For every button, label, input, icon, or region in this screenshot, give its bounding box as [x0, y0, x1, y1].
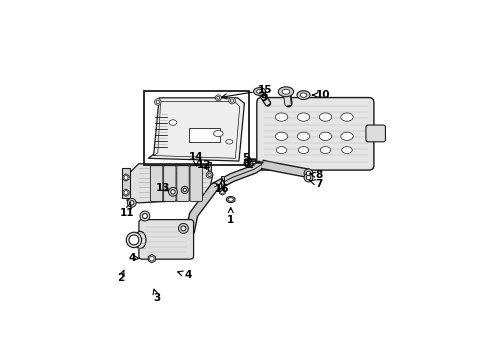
Circle shape [142, 213, 147, 218]
Text: 11: 11 [120, 203, 134, 218]
Text: 10: 10 [312, 90, 329, 100]
Circle shape [140, 211, 150, 221]
Circle shape [208, 173, 211, 176]
Ellipse shape [213, 131, 223, 137]
Ellipse shape [227, 198, 233, 201]
Text: 9: 9 [259, 93, 267, 103]
Ellipse shape [134, 231, 146, 248]
Ellipse shape [341, 147, 351, 154]
Bar [208, 162, 210, 175]
Circle shape [215, 95, 221, 101]
FancyBboxPatch shape [365, 125, 385, 142]
Polygon shape [148, 255, 155, 263]
FancyBboxPatch shape [177, 166, 189, 201]
Text: 7: 7 [309, 178, 322, 188]
FancyBboxPatch shape [190, 166, 202, 201]
Circle shape [168, 187, 177, 196]
Circle shape [206, 171, 212, 178]
Ellipse shape [340, 113, 352, 121]
Ellipse shape [256, 90, 262, 94]
Ellipse shape [169, 120, 177, 125]
FancyBboxPatch shape [150, 166, 163, 201]
Bar [144, 91, 248, 165]
Text: 16: 16 [215, 178, 229, 194]
Text: 6: 6 [242, 159, 252, 169]
Circle shape [183, 188, 186, 192]
Circle shape [126, 232, 141, 248]
Circle shape [178, 223, 188, 233]
Bar [249, 161, 255, 163]
Bar [189, 128, 219, 142]
Ellipse shape [318, 132, 331, 140]
Bar [121, 169, 130, 198]
Circle shape [303, 169, 312, 178]
Ellipse shape [282, 89, 289, 94]
Ellipse shape [298, 147, 308, 154]
Text: 5: 5 [242, 153, 252, 163]
Circle shape [228, 97, 235, 104]
Circle shape [303, 173, 312, 182]
Circle shape [181, 186, 188, 193]
Text: 3: 3 [152, 289, 160, 303]
Circle shape [230, 99, 233, 102]
Ellipse shape [318, 113, 331, 121]
Text: 8: 8 [309, 170, 322, 180]
Ellipse shape [297, 132, 309, 140]
FancyBboxPatch shape [138, 220, 193, 259]
Ellipse shape [226, 140, 232, 144]
Polygon shape [148, 98, 244, 161]
Circle shape [154, 99, 161, 105]
Circle shape [170, 190, 175, 194]
Polygon shape [127, 164, 212, 203]
Text: 12: 12 [197, 160, 211, 170]
Circle shape [149, 256, 154, 261]
Circle shape [156, 100, 159, 104]
Circle shape [216, 96, 219, 99]
FancyBboxPatch shape [163, 166, 176, 201]
Text: 13: 13 [156, 183, 170, 193]
Ellipse shape [319, 147, 330, 154]
Ellipse shape [340, 132, 352, 140]
Circle shape [306, 175, 310, 180]
Circle shape [124, 191, 128, 195]
Polygon shape [122, 189, 129, 196]
Circle shape [129, 235, 138, 245]
Text: 4: 4 [129, 253, 139, 263]
Circle shape [306, 171, 310, 176]
Circle shape [181, 226, 185, 231]
Ellipse shape [278, 87, 293, 97]
Ellipse shape [226, 196, 235, 202]
Circle shape [129, 201, 134, 205]
Circle shape [127, 198, 136, 207]
Ellipse shape [300, 93, 306, 97]
Ellipse shape [296, 91, 309, 100]
Text: 15: 15 [221, 85, 272, 99]
Circle shape [124, 176, 128, 180]
Text: 4: 4 [177, 270, 191, 280]
Ellipse shape [253, 88, 265, 95]
Ellipse shape [275, 113, 287, 121]
Ellipse shape [276, 147, 286, 154]
Circle shape [220, 190, 224, 193]
Ellipse shape [297, 113, 309, 121]
Polygon shape [219, 188, 225, 195]
Text: 14: 14 [188, 152, 203, 166]
Text: 2: 2 [117, 270, 124, 283]
Text: 1: 1 [227, 208, 234, 225]
Ellipse shape [275, 132, 287, 140]
Bar [221, 176, 223, 192]
FancyBboxPatch shape [257, 97, 373, 170]
Polygon shape [122, 174, 129, 181]
